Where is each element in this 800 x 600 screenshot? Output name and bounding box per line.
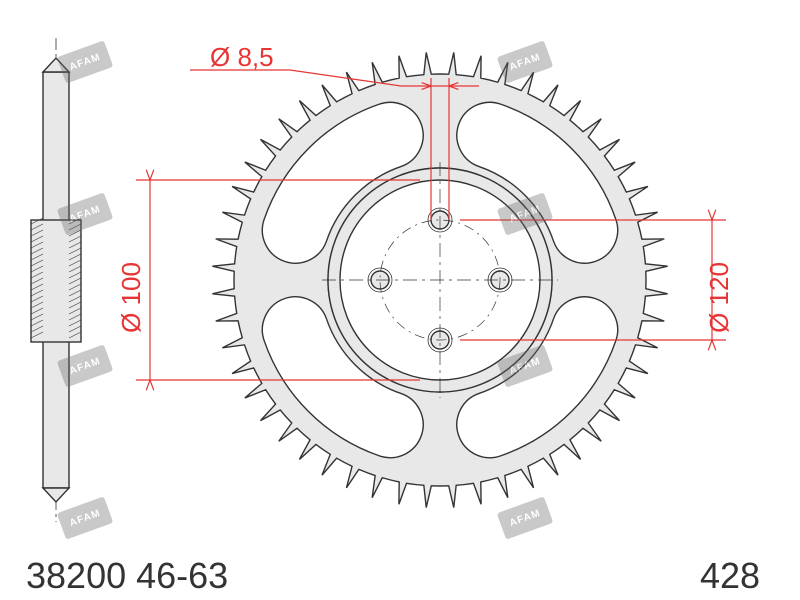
dim-bore-dia: Ø 100 [116,262,147,333]
dim-bolt-pcd: Ø 120 [704,262,735,333]
chain-pitch: 428 [700,555,760,597]
dim-bolt-hole-dia: Ø 8,5 [210,42,274,73]
part-number: 38200 46-63 [26,555,228,597]
